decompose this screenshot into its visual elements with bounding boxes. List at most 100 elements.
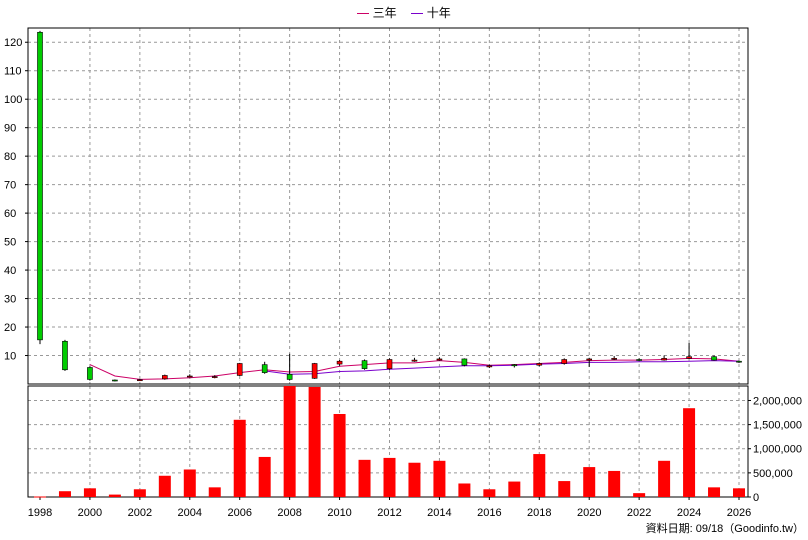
volume-bar	[258, 456, 271, 497]
x-tick-label: 2016	[477, 507, 501, 519]
x-tick-label: 2020	[577, 507, 601, 519]
volume-bar	[658, 460, 671, 497]
candle-body	[311, 363, 318, 379]
price-tick-label: 10	[4, 351, 16, 363]
candle-body	[137, 379, 143, 382]
candle-body	[736, 360, 742, 363]
candle-body	[711, 356, 717, 361]
candle-body	[636, 359, 642, 361]
volume-bar	[608, 470, 621, 497]
x-tick-label: 2024	[677, 507, 701, 519]
volume-bar	[733, 488, 745, 497]
candle-body	[536, 363, 543, 366]
candle-body	[386, 359, 393, 369]
legend-label-ten-year: 十年	[426, 6, 451, 20]
x-tick-label: 2018	[527, 507, 551, 519]
price-tick-label: 40	[4, 265, 16, 277]
price-tick-label: 70	[4, 180, 16, 192]
volume-bar	[458, 483, 471, 497]
volume-bar	[183, 469, 196, 497]
legend-label-three-year: 三年	[372, 6, 397, 20]
volume-bar	[383, 457, 396, 497]
volume-bar	[583, 467, 596, 497]
x-tick-label: 2000	[78, 507, 102, 519]
candle-body	[411, 359, 418, 362]
candle-body	[561, 359, 568, 364]
price-tick-label: 50	[4, 237, 16, 249]
volume-tick-label: 1,000,000	[753, 444, 802, 456]
volume-bar	[283, 386, 296, 497]
x-tick-label: 2010	[327, 507, 351, 519]
legend-swatch-ten-year	[411, 13, 424, 15]
candle-body	[486, 365, 493, 368]
volume-bar	[133, 489, 146, 497]
volume-bar	[358, 459, 371, 497]
legend-item-ten-year: 十年	[411, 6, 451, 20]
price-tick-label: 110	[4, 66, 22, 78]
candle-body	[236, 363, 243, 376]
volume-bar	[333, 413, 346, 497]
price-tick-label: 100	[4, 94, 22, 106]
moving-average-lines	[89, 357, 740, 380]
price-tick-label: 60	[4, 208, 16, 220]
x-tick-label: 2008	[277, 507, 301, 519]
candlesticks	[37, 30, 742, 382]
x-tick-label: 2002	[128, 507, 152, 519]
grid-lines	[28, 28, 748, 498]
legend-item-three-year: 三年	[357, 6, 400, 20]
candle-body	[186, 375, 193, 378]
price-tick-label: 90	[4, 123, 16, 135]
price-axis-ticks: 10 20 30 40 50 60 70 80 90 100 110 120	[4, 37, 28, 363]
ma-line-three-year	[89, 357, 740, 380]
candle-body	[611, 358, 617, 360]
price-tick-label: 80	[4, 151, 16, 163]
candle-body	[361, 360, 368, 369]
x-tick-label: 1998	[28, 507, 52, 519]
volume-bar	[308, 386, 321, 497]
x-tick-label: 2004	[178, 507, 202, 519]
source-note: 資料日期: 09/18（Goodinfo.tw）	[645, 523, 804, 535]
x-tick-label: 2012	[377, 507, 401, 519]
volume-bar	[83, 488, 96, 497]
legend-swatch-three-year	[357, 13, 370, 15]
candle-body	[62, 340, 68, 371]
volume-bar	[633, 493, 646, 497]
candle-body	[87, 367, 93, 380]
price-tick-label: 120	[4, 37, 22, 49]
price-tick-label: 30	[4, 294, 16, 306]
candle-body	[461, 358, 468, 366]
volume-axis-ticks: 0 500,000 1,000,000 1,500,000 2,000,000	[748, 395, 802, 504]
x-tick-label: 2022	[627, 507, 651, 519]
candle-body	[211, 376, 218, 378]
candle-body	[261, 364, 268, 373]
candle-body	[37, 31, 43, 341]
volume-tick-label: 500,000	[753, 468, 793, 480]
x-tick-label: 2026	[727, 507, 751, 519]
plot-frames	[27, 27, 749, 498]
price-tick-label: 20	[4, 322, 16, 334]
x-axis-ticks: 1998 2000 2002 2004 2006 2008 2010 2012 2014 2016…	[28, 497, 751, 519]
volume-bar	[683, 408, 696, 497]
volume-bar	[408, 462, 421, 497]
volume-bar	[208, 487, 221, 497]
volume-bar	[433, 460, 446, 497]
candle-body	[112, 379, 118, 382]
volume-bars	[34, 386, 745, 498]
x-tick-label: 2014	[427, 507, 451, 519]
price-plot-frame	[27, 27, 749, 385]
volume-tick-label: 2,000,000	[753, 395, 802, 407]
candle-body	[336, 360, 343, 365]
volume-bar	[558, 481, 571, 497]
volume-bar	[108, 494, 121, 497]
x-tick-label: 2006	[227, 507, 251, 519]
volume-bar	[708, 487, 721, 497]
ma-line-ten-year	[264, 360, 740, 375]
volume-tick-label: 1,500,000	[753, 420, 802, 432]
volume-bar	[34, 496, 46, 498]
volume-bar	[58, 491, 71, 497]
volume-bar	[483, 489, 496, 497]
candle-body	[286, 374, 293, 380]
candle-body	[661, 358, 667, 361]
